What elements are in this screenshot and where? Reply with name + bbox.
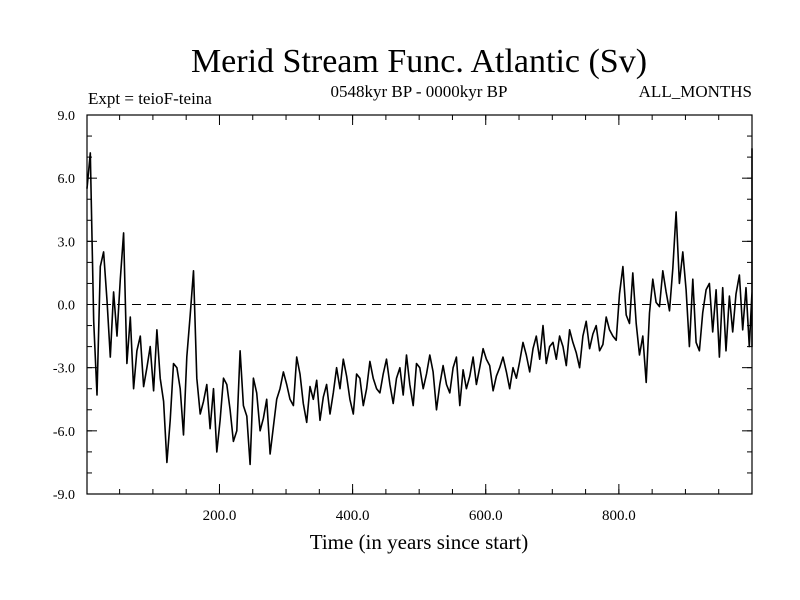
time-range-subtitle: 0548kyr BP - 0000kyr BP: [331, 82, 508, 101]
y-tick-label: 6.0: [58, 172, 76, 187]
y-tick-label: 3.0: [58, 235, 76, 250]
months-label: ALL_MONTHS: [639, 82, 752, 101]
experiment-label: Expt = teioF-teina: [88, 89, 212, 108]
plot-frame: [86, 114, 753, 495]
x-tick-label: 200.0: [203, 508, 237, 524]
x-tick-label: 400.0: [336, 508, 370, 524]
y-tick-label: -6.0: [53, 425, 75, 440]
chart-title: Merid Stream Func. Atlantic (Sv): [191, 43, 647, 80]
y-tick-label: -3.0: [53, 362, 75, 377]
plot-area: 9.0 6.0 3.0 0.0 -3.0 -6.0 -9.0 200.0 400.0 600.0 8…: [53, 109, 753, 524]
y-tick-label: 9.0: [58, 109, 76, 124]
x-tick-label: 600.0: [469, 508, 503, 524]
y-tick-label: -9.0: [53, 488, 75, 503]
x-tick-label: 800.0: [602, 508, 636, 524]
y-tick-label: 0.0: [58, 299, 76, 314]
x-axis-label: Time (in years since start): [310, 530, 529, 554]
